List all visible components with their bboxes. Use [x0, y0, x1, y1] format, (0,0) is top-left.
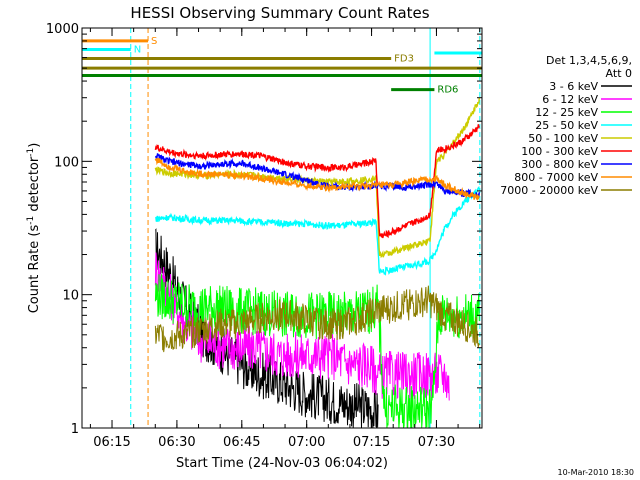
x-tick-label-3: 07:00	[288, 435, 325, 450]
y-axis: 1 10 100 1000	[46, 22, 482, 437]
x-tick-label-5: 07:30	[418, 435, 455, 450]
legend-entry-4: 50 - 100 keV	[528, 132, 598, 145]
y-axis-title: Count Rate (s-1 detector-1)	[26, 143, 42, 314]
plot-frame	[81, 27, 483, 429]
y-tick-label-1: 10	[62, 289, 79, 304]
flag-label-3: FD4	[485, 63, 505, 74]
x-tick-label-4: 07:15	[353, 435, 390, 450]
footer-timestamp: 10-Mar-2010 18:30	[558, 468, 635, 477]
legend-entry-1: 6 - 12 keV	[542, 93, 598, 106]
legend-entry-8: 7000 - 20000 keV	[500, 184, 598, 197]
flag-label-2: FD3	[394, 54, 414, 65]
legend-header-line-2: Att 0	[606, 67, 632, 80]
x-tick-label-2: 06:45	[223, 435, 260, 450]
x-tick-label-0: 06:15	[93, 435, 130, 450]
series-trace-7	[154, 157, 480, 201]
y-tick-label-3: 1000	[46, 22, 79, 37]
flag-label-1: N	[134, 44, 141, 55]
y-tick-label-2: 100	[54, 155, 79, 170]
flag-label-5: RD6	[437, 85, 458, 96]
x-tick-label-1: 06:30	[158, 435, 195, 450]
legend-entry-5: 100 - 300 keV	[521, 145, 598, 158]
series-trace-6	[154, 153, 480, 200]
x-axis: 06:15 06:30 06:45 07:00 07:15 07:30	[89, 28, 481, 450]
series-trace-5	[154, 124, 480, 239]
legend-entry-2: 12 - 25 keV	[535, 106, 598, 119]
series-trace-4	[154, 97, 480, 259]
chart-title: HESSI Observing Summary Count Rates	[130, 4, 429, 22]
legend-header-line-1: Det 1,3,4,5,6,9,	[546, 54, 632, 67]
flag-label-4: RD0	[485, 71, 506, 82]
series-trace-2	[154, 274, 480, 428]
legend-entry-7: 800 - 7000 keV	[514, 171, 598, 184]
series-trace-8	[154, 285, 480, 353]
flag-label-0: S	[151, 36, 157, 47]
y-tick-label-0: 1	[71, 422, 79, 437]
legend-entry-0: 3 - 6 keV	[549, 80, 598, 93]
series-trace-3	[154, 185, 480, 276]
x-axis-title: Start Time (24-Nov-03 06:04:02)	[176, 456, 388, 471]
legend-entry-6: 300 - 800 keV	[521, 158, 598, 171]
legend-entry-3: 25 - 50 keV	[535, 119, 598, 132]
